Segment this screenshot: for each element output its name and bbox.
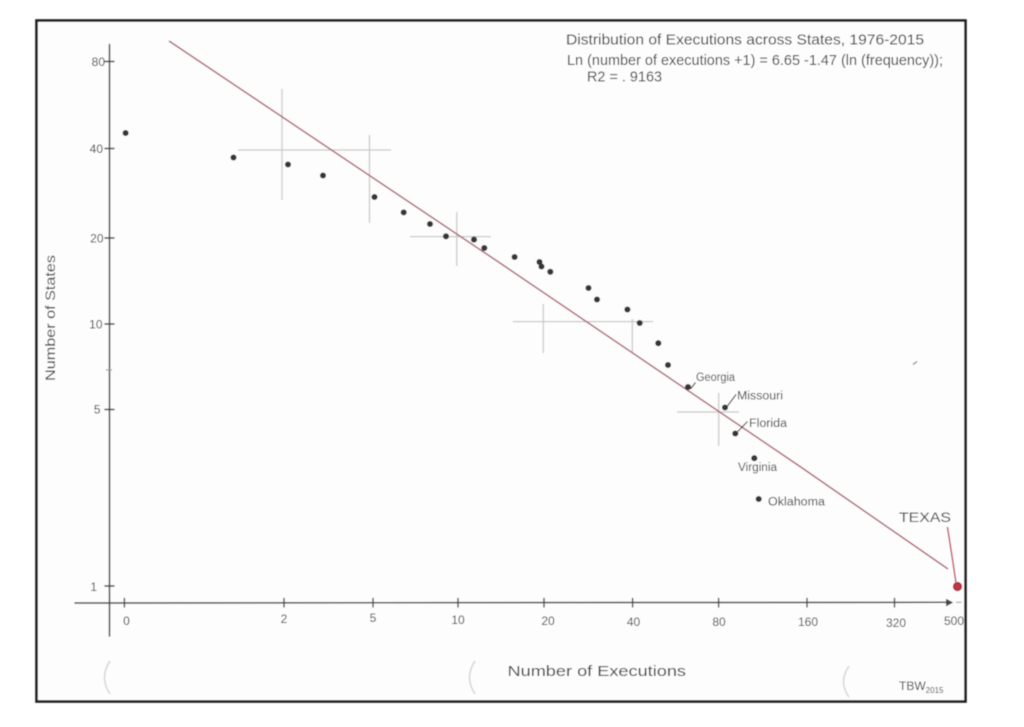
svg-text:0: 0 — [123, 614, 130, 628]
svg-text:80: 80 — [92, 55, 106, 69]
svg-text:500: 500 — [944, 614, 964, 628]
svg-text:Missouri: Missouri — [737, 391, 783, 403]
svg-text:40: 40 — [90, 142, 104, 156]
svg-text:Number of States: Number of States — [42, 255, 58, 381]
svg-text:20: 20 — [541, 614, 555, 628]
svg-text:10: 10 — [451, 613, 465, 627]
svg-text:Oklahoma: Oklahoma — [768, 497, 826, 509]
svg-text:R2 = . 9163: R2 = . 9163 — [587, 69, 662, 86]
svg-text:20: 20 — [90, 232, 104, 246]
svg-text:Number of Executions: Number of Executions — [508, 663, 687, 680]
svg-text:5: 5 — [94, 403, 101, 417]
svg-text:10: 10 — [89, 318, 103, 332]
svg-text:Distribution of Executions acr: Distribution of Executions across States… — [566, 32, 924, 49]
svg-text:80: 80 — [712, 615, 726, 629]
svg-text:Georgia: Georgia — [696, 372, 736, 384]
svg-text:40: 40 — [627, 615, 641, 629]
svg-text:160: 160 — [798, 615, 818, 629]
svg-text:2: 2 — [281, 612, 288, 626]
svg-text:Ln (number of executions +1) =: Ln (number of executions +1) = 6.65 -1.4… — [567, 52, 943, 69]
svg-text:TEXAS: TEXAS — [899, 509, 951, 525]
svg-text:320: 320 — [886, 616, 906, 630]
svg-text:5: 5 — [370, 611, 377, 625]
svg-text:1: 1 — [90, 580, 97, 594]
svg-text:Florida: Florida — [749, 418, 788, 430]
svg-text:Virginia: Virginia — [738, 462, 778, 474]
